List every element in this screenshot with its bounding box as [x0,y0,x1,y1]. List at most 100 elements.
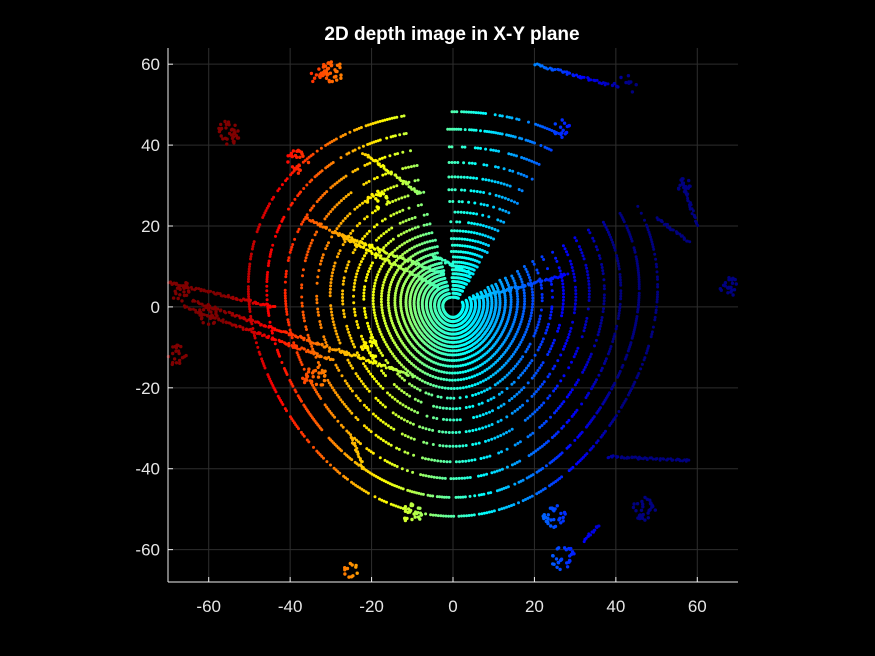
scan-point [637,296,641,300]
scan-point [525,175,529,179]
scan-point [334,391,338,395]
cluster-point [616,85,620,89]
scan-point [473,305,477,309]
scan-point [496,218,500,222]
scan-point [484,112,488,115]
cluster-point [304,373,309,377]
scan-point [562,424,566,428]
structure-point [199,289,203,293]
scan-point [466,362,470,366]
scan-point [450,276,454,280]
scan-point [430,246,434,250]
scan-point [475,373,479,377]
scan-point [415,491,419,495]
scan-point [475,292,479,296]
scan-point [328,287,332,291]
scan-point [457,200,461,204]
scan-point [363,313,367,316]
scan-point [501,377,505,381]
scan-point [632,246,636,250]
scan-point [289,203,293,207]
scan-point [381,439,385,442]
scan-point [459,358,463,362]
scan-point [476,382,480,386]
scan-point [468,251,472,255]
cluster-point [201,308,206,312]
cluster-point [200,316,204,320]
scan-point [454,477,458,480]
scan-point [654,257,658,261]
scan-point [485,307,489,310]
scan-point [594,338,598,342]
scan-point [450,243,454,247]
scan-point [507,152,511,156]
structure-point [224,311,228,315]
scan-point [294,390,298,394]
scan-point [431,443,435,446]
scan-point [382,232,386,236]
scan-point [464,298,468,302]
scan-point [439,363,443,367]
scan-point [363,364,367,368]
cluster-point [561,128,565,132]
scan-point [405,240,409,244]
scan-point [568,259,572,263]
scan-point [386,424,390,428]
scan-point [589,387,593,391]
scan-point [382,280,386,284]
scan-point [384,230,388,234]
scan-point [410,384,414,388]
cluster-point [555,504,559,508]
scan-point [601,220,605,224]
cluster-point [551,562,555,566]
scan-point [456,371,460,375]
structure-point [295,344,299,348]
scan-point [553,411,556,415]
scan-point [337,179,341,183]
scan-point [595,248,599,252]
scan-point [552,338,556,342]
scan-point [551,341,555,345]
scan-point [567,418,571,422]
cluster-point [335,78,339,82]
scan-point [500,507,504,511]
scan-point [653,318,657,322]
scan-point [538,385,542,389]
structure-point [246,298,250,302]
scan-point [376,346,380,350]
scan-point [329,463,332,467]
scan-point [458,460,461,464]
scan-point [363,217,367,221]
scan-point [381,173,385,177]
scan-point [509,293,513,297]
scan-point [518,136,522,140]
scan-point [412,437,416,441]
scan-point [299,360,303,364]
scan-point [362,291,366,295]
scan-point [323,217,327,221]
scan-point [342,197,346,200]
scan-point [380,264,384,268]
scan-point [364,279,368,283]
scan-point [262,213,266,217]
scan-point [536,387,540,391]
scan-point [383,118,387,122]
scan-point [330,235,334,239]
scan-point [377,349,381,352]
scan-point [317,198,321,201]
scan-point [487,438,491,442]
scan-point [455,358,459,362]
scan-point [385,273,389,276]
scan-point [458,444,462,448]
scan-point [508,184,512,188]
scan-point [377,270,381,274]
scan-point [500,365,504,369]
scan-point [433,245,437,249]
scan-point [548,394,552,398]
scan-point [471,367,475,371]
scan-point [424,457,427,461]
scan-point [346,327,350,331]
scan-point [260,359,264,363]
structure-point [302,347,306,351]
scan-point [356,167,360,171]
